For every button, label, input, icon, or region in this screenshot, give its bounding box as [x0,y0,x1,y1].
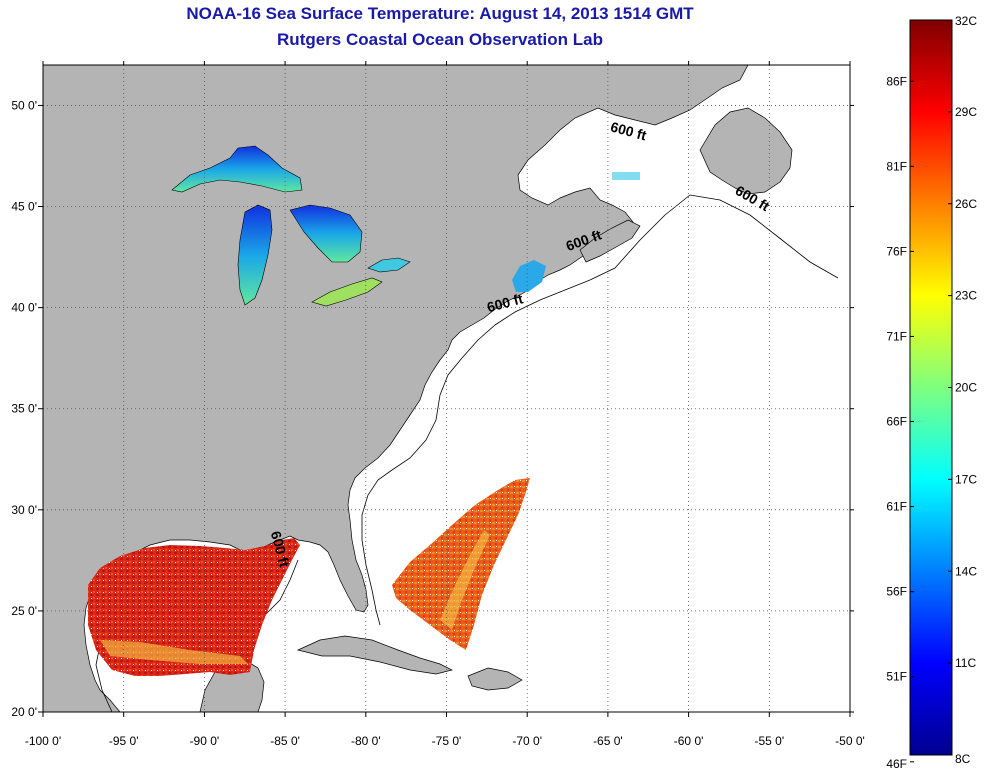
longitude-axis: -100 0' -95 0' -90 0' -85 0' -80 0' -75 0' -70… [25,61,865,748]
colorbar-label-fahrenheit: 51F [886,670,907,684]
colorbar-label-fahrenheit: 81F [886,159,907,173]
lake-michigan [237,204,273,306]
map-subtitle: Rutgers Coastal Ocean Observation Lab [277,30,603,49]
colorbar-label-fahrenheit: 46F [886,757,907,770]
colorbar-label-celsius: 14C [955,564,977,578]
colorbar-label-celsius: 23C [955,289,977,303]
lat-tick-label: 35 0' [11,402,37,416]
lake-superior [171,145,303,193]
great-lakes [171,145,411,307]
colorbar-ramp [909,19,953,756]
depth-contour-600ft [361,194,839,626]
lon-tick-label: -90 0' [190,734,220,748]
colorbar-label-fahrenheit: 61F [886,500,907,514]
colorbar-label-fahrenheit: 66F [886,415,907,429]
colorbar-label-celsius: 29C [955,105,977,119]
lat-tick-label: 20 0' [11,705,37,719]
sst-swath-gulf [88,538,300,676]
lon-tick-label: -50 0' [835,734,865,748]
yucatan-land [199,659,265,712]
map-title: NOAA-16 Sea Surface Temperature: August … [186,4,694,23]
sst-swath-atlantic [392,478,530,650]
hispaniola-land [467,667,523,691]
colorbar-label-celsius: 32C [955,14,977,28]
cuba-land [296,635,454,675]
lake-huron [289,204,363,263]
lon-tick-label: -70 0' [512,734,542,748]
lat-tick-label: 50 0' [11,98,37,112]
lat-tick-label: 45 0' [11,200,37,214]
lat-tick-label: 40 0' [11,301,37,315]
lon-tick-label: -95 0' [109,734,139,748]
north-america-land [43,65,749,712]
lon-tick-label: -55 0' [754,734,784,748]
lake-erie [311,277,383,307]
colorbar: 32C 29C 26C 23C 20C 17C 14C 11C 8C 86F 81F 76F 71F 66… [886,14,977,770]
graticule [43,65,850,712]
lon-tick-label: -65 0' [593,734,623,748]
sst-gulf-of-maine [512,260,546,292]
colorbar-label-fahrenheit: 71F [886,329,907,343]
colorbar-label-celsius: 26C [955,197,977,211]
lon-tick-label: -100 0' [25,734,61,748]
colorbar-label-fahrenheit: 56F [886,585,907,599]
latitude-axis: 50 0' 45 0' 40 0' 35 0' 30 0' 25 0' 20 0' [11,98,854,719]
colorbar-label-celsius: 20C [955,381,977,395]
lon-tick-label: -80 0' [351,734,381,748]
colorbar-label-fahrenheit: 76F [886,244,907,258]
lon-tick-label: -75 0' [432,734,462,748]
colorbar-label-fahrenheit: 86F [886,74,907,88]
lat-tick-label: 30 0' [11,503,37,517]
lon-tick-label: -85 0' [270,734,300,748]
sst-gulf-st-lawrence [612,172,640,180]
colorbar-labels: 32C 29C 26C 23C 20C 17C 14C 11C 8C 86F 81F 76F 71F 66… [886,14,977,770]
colorbar-label-celsius: 11C [955,656,976,670]
lat-tick-label: 25 0' [11,604,37,618]
sst-band-atlantic [440,530,490,630]
lon-tick-label: -60 0' [674,734,704,748]
lake-ontario [367,257,411,273]
colorbar-label-celsius: 8C [955,752,971,766]
colorbar-label-celsius: 17C [955,472,977,486]
nova-scotia-land [579,219,641,263]
sst-band-gulf [100,640,248,664]
